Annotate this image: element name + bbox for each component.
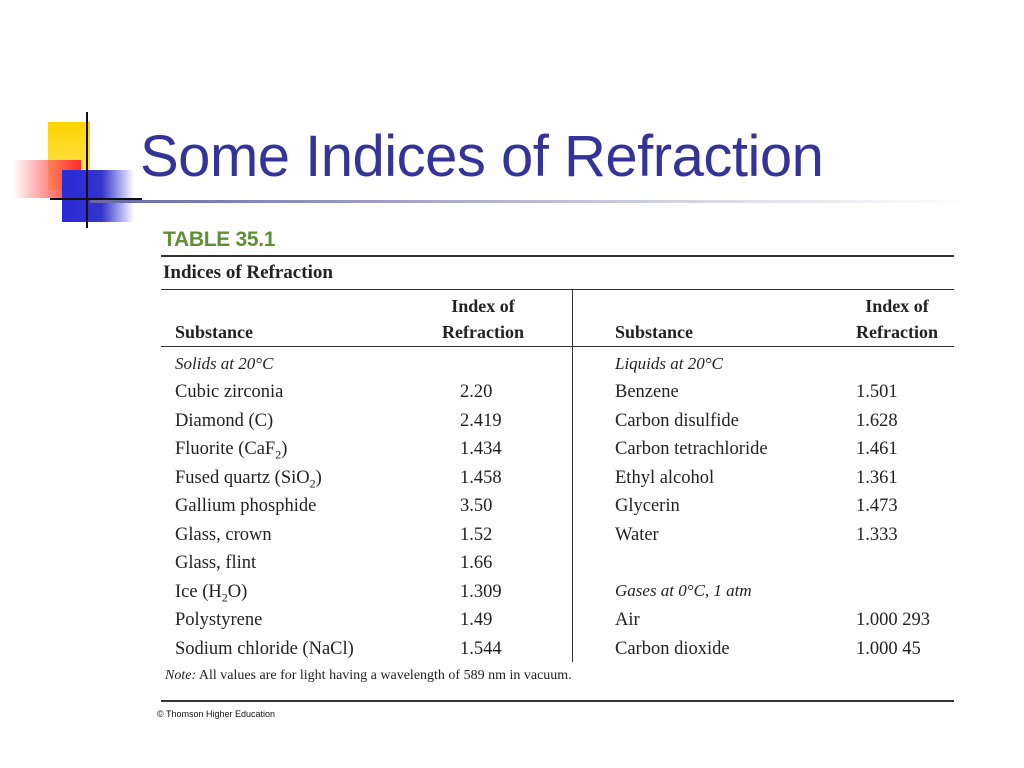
header-index-right-line1: Index of	[865, 296, 929, 316]
header-substance-right: Substance	[615, 322, 694, 342]
solid-row-index: 1.66	[460, 553, 493, 573]
table-header-bottom-rule	[161, 346, 954, 347]
solid-row-substance: Ice (H2O)	[175, 581, 248, 605]
solid-row-index: 1.49	[460, 610, 493, 630]
liquid-row-substance: Benzene	[615, 382, 679, 402]
liquid-row-index: 1.628	[856, 410, 898, 431]
table-caption: Indices of Refraction	[163, 262, 333, 283]
liquid-row-substance: Glycerin	[615, 496, 680, 516]
solid-row-index: 3.50	[460, 496, 493, 516]
liquid-row-index: 1.473	[856, 496, 898, 516]
solid-row-substance: Diamond (C)	[175, 410, 274, 431]
solid-row-substance: Cubic zirconia	[175, 382, 284, 402]
liquid-row-index: 1.361	[856, 467, 898, 488]
gas-row-substance: Carbon dioxide	[615, 638, 730, 659]
table-top-rule	[161, 255, 954, 257]
copyright-credit: © Thomson Higher Education	[157, 709, 276, 719]
gas-row-substance: Air	[615, 610, 640, 630]
logo-blue-block	[62, 170, 134, 222]
liquid-row-substance: Water	[615, 524, 659, 545]
logo-horizontal-line	[50, 198, 142, 200]
solid-row-index: 1.544	[460, 638, 502, 659]
header-index-right: Index of Refraction	[844, 293, 950, 345]
table-number-label: TABLE 35.1	[163, 228, 276, 251]
solid-row-substance: Glass, crown	[175, 524, 272, 545]
slide-logo-decoration	[0, 0, 142, 230]
liquid-row-index: 1.461	[856, 439, 898, 459]
slide-title: Some Indices of Refraction	[140, 124, 824, 189]
logo-vertical-line	[86, 112, 88, 228]
solid-row-index: 1.458	[460, 467, 502, 488]
table-note: Note: All values are for light having a …	[165, 668, 572, 684]
table-bottom-rule	[161, 700, 954, 702]
header-substance-left: Substance	[175, 322, 254, 342]
solid-row-substance: Gallium phosphide	[175, 496, 317, 516]
note-text: All values are for light having a wavele…	[196, 668, 572, 683]
group-label-solids: Solids at 20°C	[175, 354, 274, 373]
liquid-row-substance: Ethyl alcohol	[615, 467, 715, 488]
header-index-right-line2: Refraction	[856, 322, 938, 342]
solid-row-substance: Fluorite (CaF2)	[175, 439, 288, 462]
gas-row-index: 1.000 45	[856, 638, 921, 659]
group-label-gases: Gases at 0°C, 1 atm	[615, 581, 752, 600]
liquid-row-substance: Carbon tetrachloride	[615, 439, 768, 459]
solid-row-substance: Glass, flint	[175, 553, 257, 573]
table-header-top-rule	[161, 289, 954, 290]
header-index-left: Index of Refraction	[430, 293, 536, 345]
solid-row-index: 2.419	[460, 410, 502, 431]
solid-row-substance: Sodium chloride (NaCl)	[175, 638, 354, 659]
note-label: Note:	[165, 668, 197, 683]
solid-row-index: 1.309	[460, 581, 502, 602]
group-label-liquids: Liquids at 20°C	[615, 354, 723, 373]
solid-row-index: 1.52	[460, 524, 493, 545]
solid-row-index: 2.20	[460, 382, 493, 402]
header-index-left-line1: Index of	[451, 296, 515, 316]
solid-row-substance: Fused quartz (SiO2)	[175, 467, 322, 491]
title-underline	[90, 200, 970, 203]
liquid-row-index: 1.501	[856, 382, 898, 402]
header-index-left-line2: Refraction	[442, 322, 524, 342]
liquid-row-index: 1.333	[856, 524, 898, 545]
table-column-divider	[572, 289, 573, 662]
solid-row-index: 1.434	[460, 439, 502, 459]
liquid-row-substance: Carbon disulfide	[615, 410, 739, 431]
gas-row-index: 1.000 293	[856, 610, 930, 630]
solid-row-substance: Polystyrene	[175, 610, 263, 630]
